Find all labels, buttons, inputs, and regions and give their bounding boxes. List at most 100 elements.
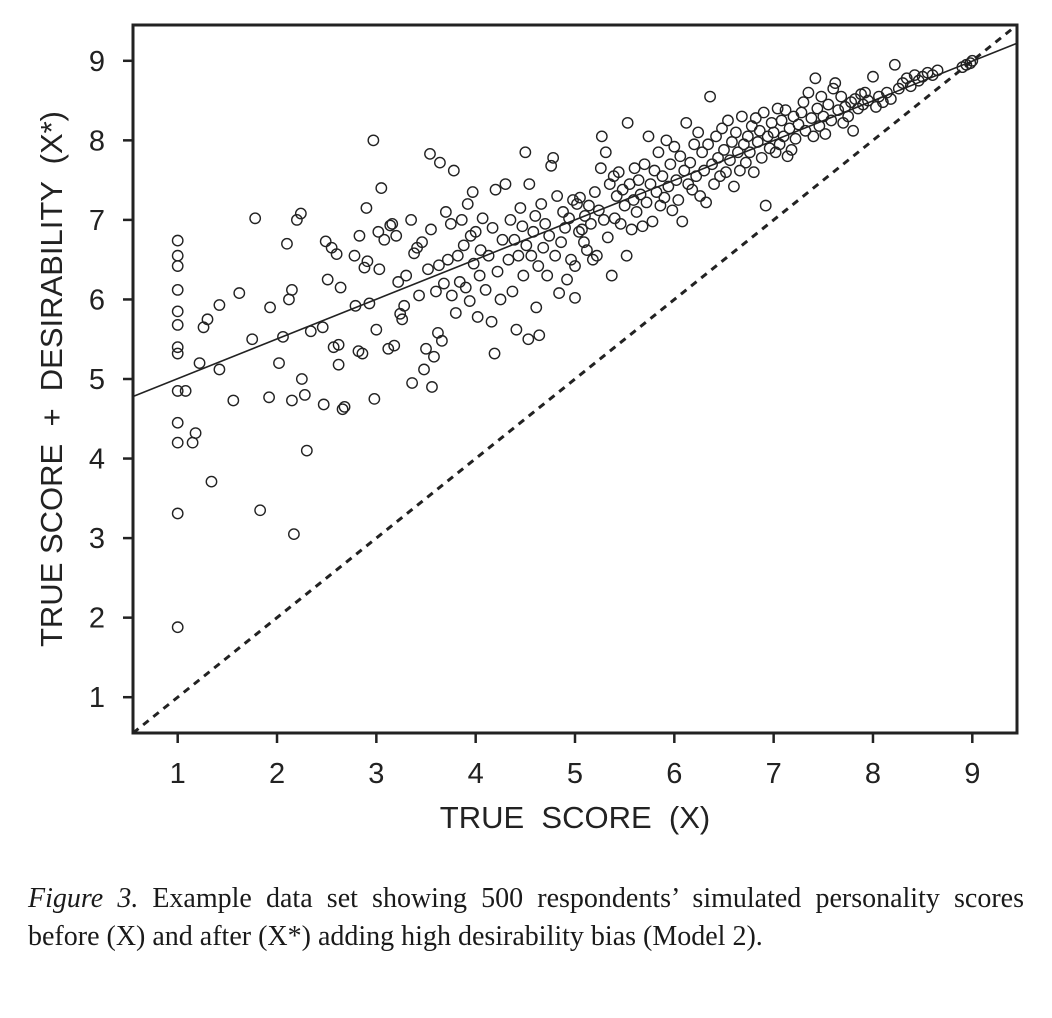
data-point [349, 299, 362, 312]
data-point [592, 204, 605, 217]
data-point [656, 170, 669, 183]
data-point [453, 276, 466, 288]
data-point [205, 475, 218, 488]
data-point [436, 334, 448, 347]
data-point [186, 436, 199, 449]
figure-caption: Figure 3. Example data set showing 500 re… [28, 880, 1024, 956]
data-point [398, 299, 411, 312]
data-point [706, 158, 718, 171]
data-point [859, 86, 871, 99]
data-point [747, 166, 760, 179]
data-point [739, 156, 752, 169]
data-point [595, 130, 608, 143]
data-point [459, 281, 472, 294]
data-point [608, 212, 621, 225]
data-point [753, 124, 766, 137]
x-tick-label: 6 [666, 758, 682, 790]
data-point [730, 126, 742, 139]
data-point [710, 130, 722, 143]
data-point [368, 392, 381, 405]
data-point [361, 255, 374, 268]
x-tick-label: 7 [766, 758, 782, 790]
data-point [400, 269, 413, 282]
data-point [227, 394, 240, 407]
data-point [405, 213, 418, 226]
data-point [597, 213, 610, 226]
data-point [792, 118, 805, 131]
data-point [741, 130, 754, 143]
data-point [650, 186, 663, 198]
data-point [502, 253, 515, 266]
data-point [471, 311, 484, 323]
data-point [807, 130, 820, 143]
data-point [638, 158, 651, 171]
data-point [233, 287, 246, 299]
scatter-chart: 1 2 3 4 5 6 7 8 9 1 2 3 4 5 6 7 8 9 TRUE SCORE (X) TRUE … [34, 23, 1019, 835]
data-point [529, 210, 542, 222]
data-point [171, 234, 184, 247]
data-point [408, 247, 420, 260]
data-point [599, 146, 612, 159]
data-point [512, 249, 525, 262]
data-point [759, 199, 772, 212]
data-point [496, 233, 509, 246]
data-point [809, 72, 822, 85]
data-point [642, 130, 655, 143]
data-point [612, 166, 625, 179]
data-point [829, 77, 842, 89]
data-point [628, 162, 641, 175]
data-point [718, 143, 730, 156]
data-point [466, 186, 479, 198]
data-point [767, 126, 780, 139]
data-point [171, 319, 184, 331]
y-tick-label: 7 [89, 205, 105, 237]
data-point [966, 54, 979, 67]
data-point [213, 363, 226, 376]
data-point [485, 315, 498, 328]
data-point [316, 321, 329, 334]
data-point [551, 190, 564, 202]
data-point [444, 217, 457, 230]
regression-line [132, 42, 1018, 398]
data-point [437, 277, 450, 290]
data-point [684, 156, 697, 169]
data-point [688, 138, 701, 151]
data-point [555, 236, 567, 249]
data-point [171, 249, 184, 262]
data-point [835, 90, 848, 103]
data-point [319, 235, 332, 248]
x-tick-label: 3 [368, 758, 384, 790]
data-point [416, 236, 428, 249]
data-point [461, 198, 474, 210]
data-point [372, 225, 385, 238]
x-tick-label: 5 [567, 758, 583, 790]
data-point [424, 147, 436, 160]
data-point [392, 276, 405, 288]
data-point [779, 104, 792, 117]
data-point [847, 124, 860, 137]
data-point [621, 116, 634, 129]
data-point [588, 186, 601, 198]
data-point [704, 90, 716, 103]
data-point [553, 287, 566, 299]
data-point [336, 403, 349, 416]
data-point [586, 253, 599, 266]
data-point [832, 104, 845, 117]
data-point [789, 132, 802, 145]
data-point [862, 94, 874, 107]
data-point [664, 158, 677, 171]
data-point [532, 260, 545, 272]
data-point [445, 289, 458, 302]
data-point [757, 106, 770, 119]
data-point [614, 217, 627, 230]
data-point [367, 134, 380, 147]
data-point [708, 178, 720, 191]
data-point [506, 285, 519, 298]
data-point [547, 151, 560, 164]
data-point [332, 338, 345, 351]
y-tick-label: 3 [89, 523, 105, 555]
data-point [171, 621, 184, 634]
data-point [964, 57, 977, 70]
data-point [672, 194, 685, 206]
data-point [543, 229, 556, 242]
